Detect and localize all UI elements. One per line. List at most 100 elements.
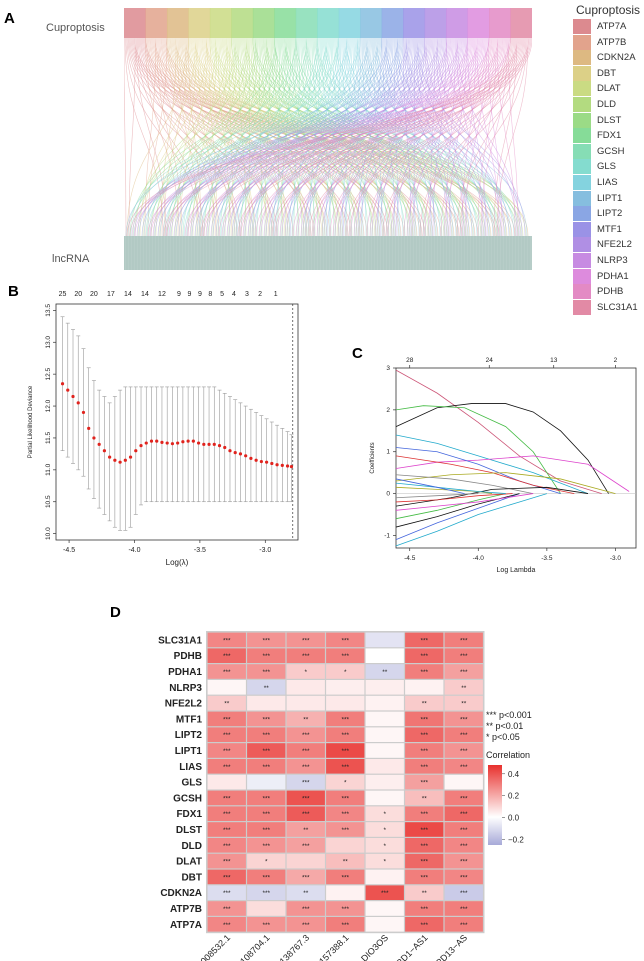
- row-label: PDHB: [174, 651, 202, 662]
- row-label: DBT: [181, 872, 202, 883]
- significance-stars: ***: [223, 859, 231, 866]
- sankey-link: [396, 37, 510, 237]
- sankey-link: [190, 37, 360, 237]
- significance-stars: ***: [302, 874, 310, 881]
- legend-swatch: [573, 65, 591, 81]
- chart-b-frame: [55, 303, 299, 541]
- legend-label: MTF1: [597, 223, 622, 235]
- heatmap-cell: [286, 901, 325, 916]
- sankey-link: [371, 37, 454, 237]
- significance-stars: ***: [262, 843, 270, 850]
- heatmap-cell: [365, 759, 404, 774]
- sankey-link: [198, 37, 252, 237]
- sankey-link: [403, 37, 495, 237]
- row-label: DLAT: [176, 857, 202, 868]
- sankey-node-lipt2: [381, 8, 404, 38]
- sankey-link: [305, 37, 423, 237]
- data-point: [66, 388, 70, 392]
- sankey-link: [130, 37, 339, 237]
- lncrna-axis-label: lncRNA: [52, 253, 90, 265]
- sankey-link: [240, 37, 532, 237]
- significance-stars: **: [461, 685, 467, 692]
- heatmap-cell: [405, 901, 444, 916]
- data-point: [134, 449, 138, 453]
- sankey-link: [387, 37, 475, 237]
- colorbar-title: Correlation: [486, 750, 530, 760]
- data-point: [160, 440, 164, 445]
- sankey-link: [326, 37, 404, 237]
- sankey-link: [443, 37, 507, 237]
- heatmap-cell: [444, 838, 483, 853]
- chart-b-cv-deviance: -4.5 -4.0 -3.5 -3.0 10.0 10.5 11.0 11.5 12.0 12.5…: [28, 291, 299, 567]
- sankey-link: [376, 37, 414, 237]
- significance-stars: ***: [460, 795, 468, 802]
- significance-stars: ***: [341, 795, 349, 802]
- sankey-link: [143, 37, 348, 237]
- sankey-link: [206, 37, 289, 237]
- heatmap-cell: [207, 743, 246, 758]
- chart-b-ylabel: Partial Likelihood Deviance: [28, 385, 34, 458]
- heatmap-cell: [207, 648, 246, 663]
- heatmap-cell: [365, 695, 404, 711]
- sankey-link: [218, 37, 490, 237]
- sankey-link: [235, 37, 319, 237]
- sankey-link: [171, 37, 418, 237]
- top-tick-label: 13: [550, 357, 558, 364]
- sankey-link: [147, 37, 168, 237]
- sankey-link: [255, 37, 491, 237]
- heatmap-cell: [444, 917, 483, 932]
- sankey-link: [215, 37, 401, 237]
- legend-swatch: [573, 268, 591, 284]
- heatmap-cell: [207, 869, 246, 885]
- significance-stars: ***: [341, 874, 349, 881]
- sankey-link: [166, 37, 233, 237]
- heatmap-cell: [286, 806, 325, 821]
- legend-swatch: [573, 159, 591, 175]
- legend-swatch: [573, 190, 591, 206]
- coefficient-path: [395, 486, 589, 507]
- heatmap-cell: [326, 853, 365, 869]
- sankey-link: [411, 37, 466, 237]
- heatmap-cell: [405, 806, 444, 821]
- sankey-link: [126, 37, 187, 237]
- sankey-link: [155, 37, 217, 237]
- significance-stars: **: [264, 685, 270, 692]
- legend-swatch: [573, 112, 591, 128]
- heatmap-cell: [405, 759, 444, 774]
- significance-stars: ***: [341, 827, 349, 834]
- significance-stars: ***: [223, 890, 231, 897]
- significance-stars: ***: [420, 843, 428, 850]
- significance-stars: ***: [460, 890, 468, 897]
- sankey-network: [124, 8, 532, 270]
- sankey-link: [174, 37, 249, 237]
- sankey-link: [210, 37, 376, 237]
- heatmap-cell: [207, 680, 246, 695]
- top-tick-label: 14: [141, 291, 149, 298]
- heatmap-cell: [444, 822, 483, 837]
- significance-stars: *: [383, 859, 386, 866]
- significance-stars: ***: [302, 748, 310, 755]
- sankey-link: [337, 37, 464, 237]
- heatmap-cell: [444, 680, 483, 695]
- heatmap-cell: [444, 743, 483, 758]
- y-tick-label: 10.5: [45, 495, 52, 508]
- data-point: [139, 444, 143, 448]
- heatmap-cell: [365, 869, 404, 885]
- column-label: AC008532.1: [190, 933, 232, 961]
- coefficient-path: [395, 403, 609, 494]
- sankey-link: [375, 37, 457, 237]
- sankey-node-lias: [338, 8, 361, 38]
- significance-stars: ***: [381, 890, 389, 897]
- sankey-link: [243, 37, 290, 237]
- heatmap-cell: [405, 632, 444, 648]
- heatmap-cell: [326, 869, 365, 885]
- sankey-link: [353, 37, 485, 237]
- heatmap-cell: [326, 648, 365, 663]
- sankey-link: [171, 37, 237, 237]
- heatmap-cell: [207, 664, 246, 679]
- heatmap-cell: [444, 727, 483, 742]
- sankey-link: [379, 37, 425, 237]
- sankey-link: [251, 37, 340, 237]
- chart-c-ylabel: Coefficients: [370, 442, 376, 473]
- heatmap-cell: [405, 774, 444, 790]
